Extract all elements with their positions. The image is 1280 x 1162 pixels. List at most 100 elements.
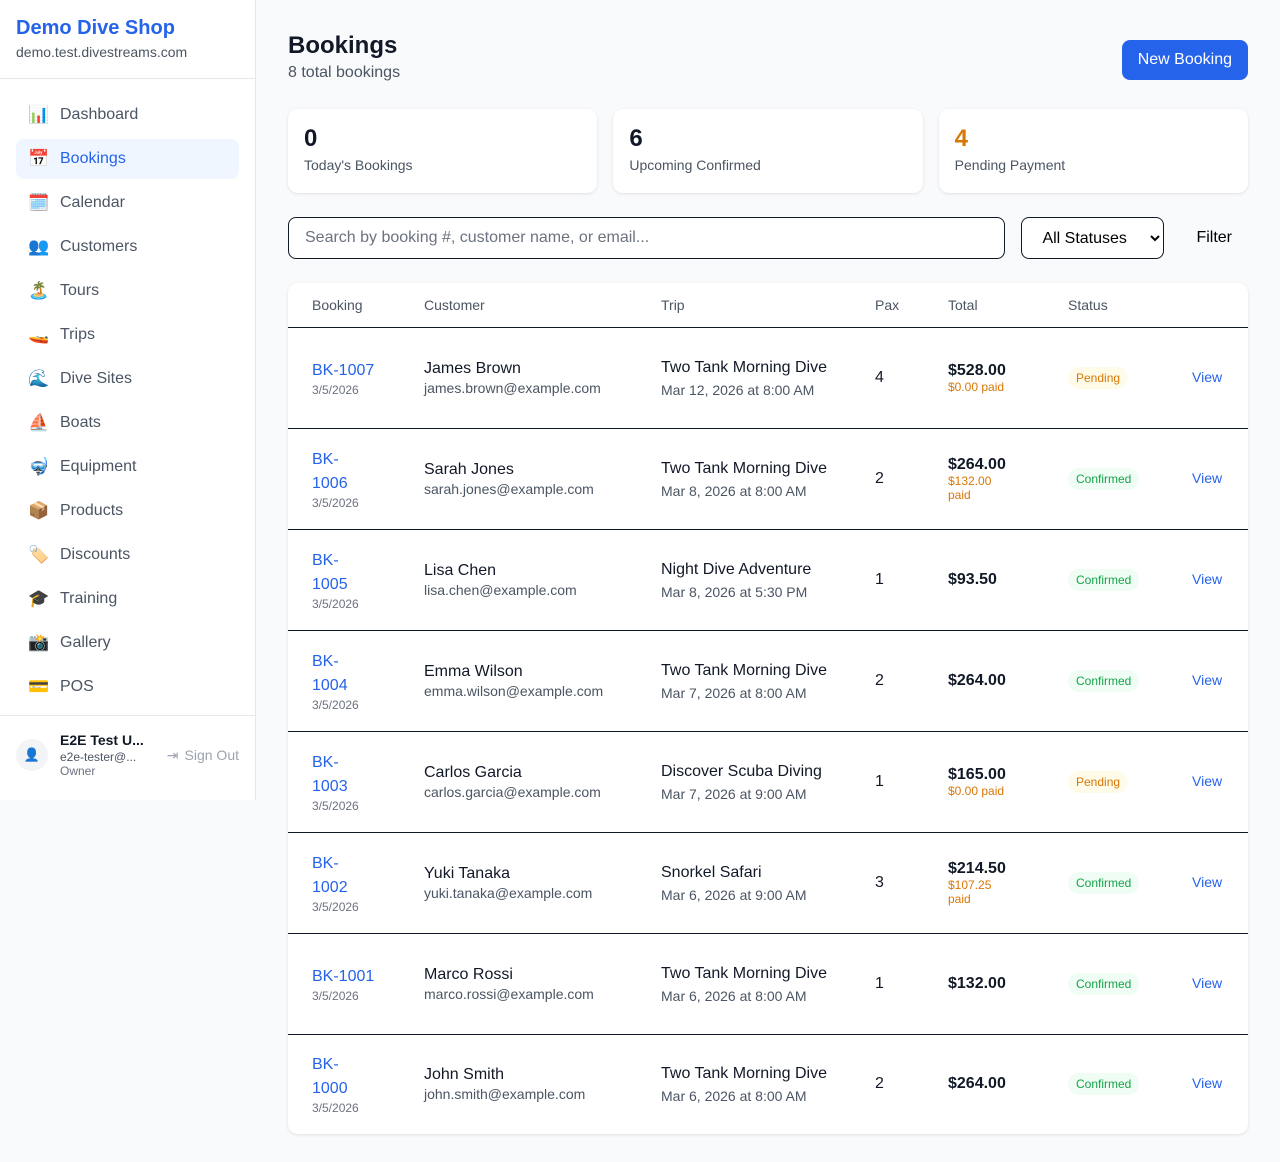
paid-amount: $107.25 paid — [948, 877, 992, 906]
total-amount: $264.00 — [948, 671, 1006, 689]
column-header: Total — [924, 283, 1044, 328]
stat-card: 0 Today's Bookings — [288, 109, 598, 193]
stat-label: Upcoming Confirmed — [629, 157, 761, 173]
brand: Demo Dive Shop demo.test.divestreams.com — [0, 0, 255, 79]
booking-id-link[interactable]: BK-1005 — [312, 551, 348, 593]
paid-amount: $132.00 paid — [948, 473, 992, 502]
paid-amount: $0.00 paid — [948, 783, 1005, 798]
sidebar-item-label: Bookings — [60, 150, 126, 167]
table-row: BK-1001 3/5/2026 Marco Rossi marco.rossi@e… — [288, 933, 1248, 1035]
customer-email: sarah.jones@example.com — [424, 480, 594, 497]
camera-icon: 📸 — [28, 633, 50, 652]
trip-date: Mar 6, 2026 at 8:00 AM — [661, 987, 807, 1004]
total-amount: $214.50 — [948, 859, 1006, 877]
sidebar-item-pos[interactable]: 💳 POS — [16, 667, 239, 707]
sidebar-item-dashboard[interactable]: 📊 Dashboard — [16, 95, 239, 135]
trip-date: Mar 6, 2026 at 8:00 AM — [661, 1088, 807, 1105]
booking-id-link[interactable]: BK-1000 — [312, 1056, 348, 1098]
trip-date: Mar 6, 2026 at 9:00 AM — [661, 886, 807, 903]
status-badge: Pending — [1068, 770, 1129, 793]
trip-name: Discover Scuba Diving — [661, 762, 822, 780]
view-link[interactable]: View — [1192, 1075, 1223, 1092]
view-link[interactable]: View — [1192, 671, 1223, 688]
trip-name: Snorkel Safari — [661, 863, 762, 881]
sign-out-label: Sign Out — [184, 747, 239, 763]
sidebar-item-customers[interactable]: 👥 Customers — [16, 227, 239, 267]
pax-count: 2 — [851, 428, 924, 530]
main-content: Bookings 8 total bookings New Booking 0 T… — [288, 32, 1248, 1134]
booking-id-link[interactable]: BK-1002 — [312, 854, 348, 896]
sidebar-item-calendar[interactable]: 🗓️ Calendar — [16, 183, 239, 223]
total-amount: $93.50 — [948, 570, 997, 588]
bookings-table: Booking Customer Trip Pax Total Status BK-100… — [288, 283, 1248, 1134]
sidebar-item-bookings[interactable]: 📅 Bookings — [16, 139, 239, 179]
sidebar-item-label: Dashboard — [60, 106, 139, 123]
sidebar-item-label: Training — [60, 590, 118, 607]
sidebar-item-boats[interactable]: ⛵ Boats — [16, 403, 239, 443]
status-badge: Confirmed — [1068, 669, 1140, 692]
trip-name: Two Tank Morning Dive — [661, 661, 827, 679]
customer-email: yuki.tanaka@example.com — [424, 884, 593, 901]
view-link[interactable]: View — [1192, 368, 1223, 385]
sidebar-item-products[interactable]: 📦 Products — [16, 491, 239, 531]
booking-date: 3/5/2026 — [312, 899, 359, 914]
shop-name[interactable]: Demo Dive Shop — [16, 17, 175, 39]
pax-count: 2 — [851, 630, 924, 732]
view-link[interactable]: View — [1192, 469, 1223, 486]
user-email: e2e-tester@... — [60, 750, 137, 764]
sidebar-item-equipment[interactable]: 🤿 Equipment — [16, 447, 239, 487]
booking-id-link[interactable]: BK-1003 — [312, 753, 348, 795]
status-select[interactable]: All Statuses — [1021, 217, 1165, 259]
pax-count: 4 — [851, 327, 924, 429]
customer-email: emma.wilson@example.com — [424, 682, 604, 699]
package-icon: 📦 — [28, 501, 50, 520]
sidebar-item-tours[interactable]: 🏝️ Tours — [16, 271, 239, 311]
booking-id-link[interactable]: BK-1007 — [312, 361, 375, 379]
customer-email: james.brown@example.com — [424, 379, 601, 396]
customer-email: marco.rossi@example.com — [424, 985, 594, 1002]
view-link[interactable]: View — [1192, 570, 1223, 587]
sailboat-icon: ⛵ — [28, 413, 50, 432]
table-row: BK-1006 3/5/2026 Sarah Jones sarah.jones@e… — [288, 428, 1248, 530]
stat-value: 0 — [304, 125, 318, 152]
trip-name: Two Tank Morning Dive — [661, 964, 827, 982]
spiral-calendar-icon: 🗓️ — [28, 193, 50, 212]
trip-date: Mar 7, 2026 at 8:00 AM — [661, 684, 807, 701]
customer-email: carlos.garcia@example.com — [424, 783, 601, 800]
column-header: Pax — [851, 283, 924, 328]
booking-id-link[interactable]: BK-1001 — [312, 967, 375, 985]
total-amount: $528.00 — [948, 361, 1006, 379]
sidebar-item-discounts[interactable]: 🏷️ Discounts — [16, 535, 239, 575]
status-badge: Confirmed — [1068, 871, 1140, 894]
trip-date: Mar 8, 2026 at 5:30 PM — [661, 583, 808, 600]
customer-name: Carlos Garcia — [424, 763, 522, 781]
view-link[interactable]: View — [1192, 873, 1223, 890]
booking-id-link[interactable]: BK-1004 — [312, 652, 348, 694]
sidebar-item-training[interactable]: 🎓 Training — [16, 579, 239, 619]
view-link[interactable]: View — [1192, 974, 1223, 991]
stats-cards: 0 Today's Bookings 6 Upcoming Confirmed 4 Pen… — [288, 109, 1248, 193]
status-badge: Confirmed — [1068, 972, 1140, 995]
column-header: Trip — [637, 283, 851, 328]
sidebar-item-label: Discounts — [60, 546, 131, 563]
sidebar-item-dive-sites[interactable]: 🌊 Dive Sites — [16, 359, 239, 399]
sidebar-item-label: Tours — [60, 282, 100, 299]
page-subtitle: 8 total bookings — [288, 64, 401, 81]
new-booking-button[interactable]: New Booking — [1121, 40, 1248, 80]
booking-date: 3/5/2026 — [312, 697, 359, 712]
booking-id-link[interactable]: BK-1006 — [312, 450, 348, 492]
table-row: BK-1000 3/5/2026 John Smith john.smith@exa… — [288, 1034, 1248, 1134]
customer-name: Yuki Tanaka — [424, 864, 510, 882]
sidebar-item-gallery[interactable]: 📸 Gallery — [16, 623, 239, 663]
customer-name: John Smith — [424, 1066, 505, 1084]
diving-mask-icon: 🤿 — [28, 457, 50, 476]
trip-name: Two Tank Morning Dive — [661, 358, 827, 376]
filter-button[interactable]: Filter — [1180, 217, 1248, 259]
sidebar-item-label: Gallery — [60, 634, 111, 651]
sign-out-button[interactable]: ⇥ Sign Out — [167, 747, 239, 764]
view-link[interactable]: View — [1192, 772, 1223, 789]
search-input[interactable] — [288, 217, 1006, 259]
customer-name: Lisa Chen — [424, 561, 497, 579]
shop-domain: demo.test.divestreams.com — [16, 44, 188, 60]
sidebar-item-trips[interactable]: 🚤 Trips — [16, 315, 239, 355]
